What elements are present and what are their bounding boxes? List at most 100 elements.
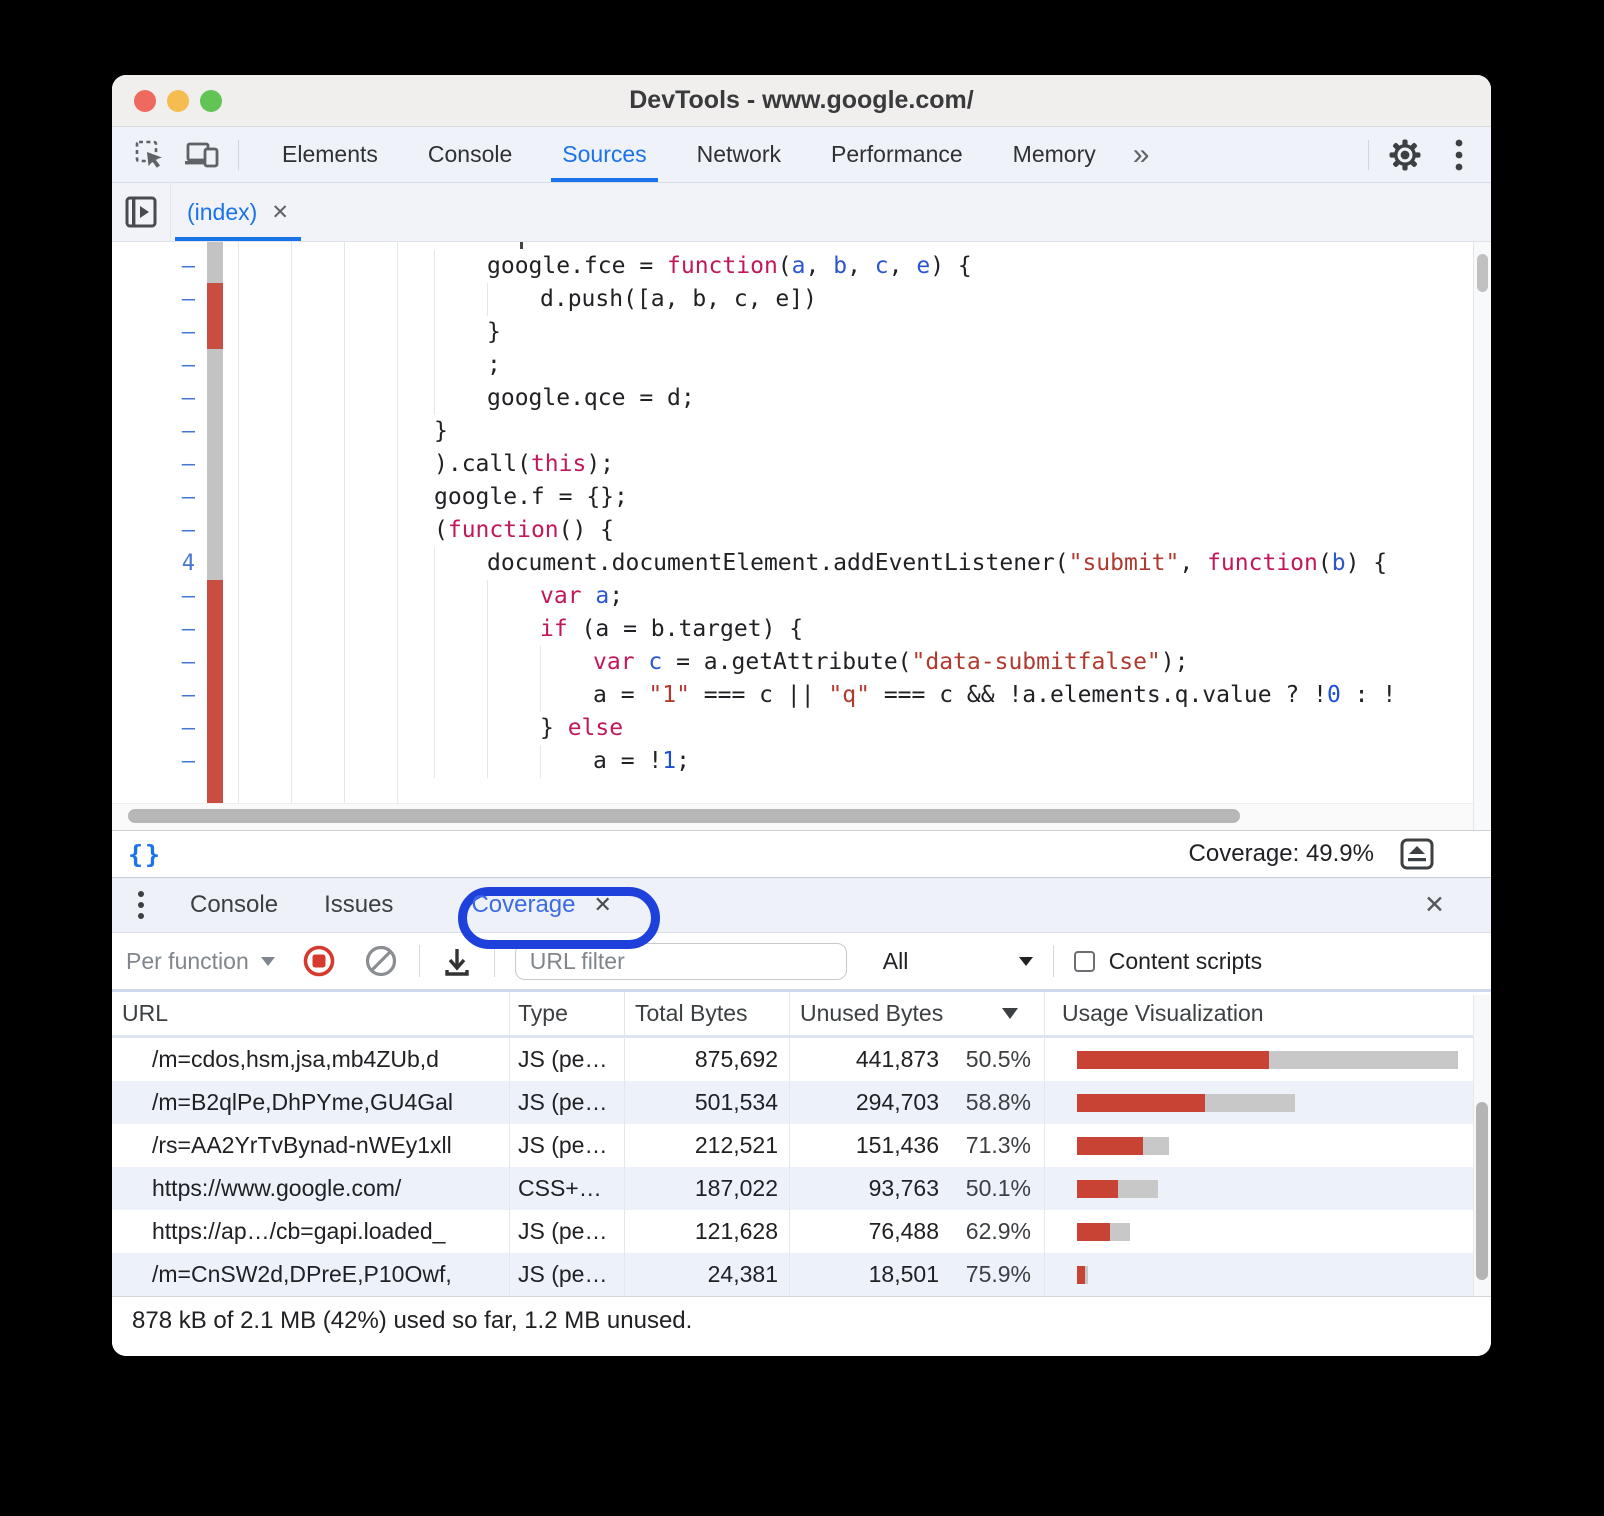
more-tabs-icon[interactable]: » [1132, 137, 1150, 171]
indent-guide [434, 382, 435, 415]
coverage-mode-dropdown[interactable]: Per function [126, 948, 275, 975]
code-token: ); [586, 451, 615, 477]
indent-guide [434, 547, 435, 580]
export-download-icon[interactable] [440, 944, 474, 978]
code-line[interactable]: – a = !1; [112, 745, 1491, 778]
indent-guide [487, 745, 488, 778]
column-header-unused-bytes[interactable]: Unused Bytes [790, 992, 1045, 1035]
drawer-kebab-menu-icon[interactable] [132, 889, 150, 921]
code-line[interactable]: – google.qce = d; [112, 382, 1491, 415]
horizontal-scrollbar-thumb[interactable] [128, 809, 1240, 823]
code-token [582, 583, 596, 609]
code-line[interactable]: – a = "1" === c || "q" === c && !a.elemen… [112, 679, 1491, 712]
line-number: – [181, 518, 195, 543]
zoom-window-button[interactable] [200, 90, 222, 112]
code-line[interactable]: – if (a = b.target) { [112, 613, 1491, 646]
table-row[interactable]: /rs=AA2YrTvBynad-nWEy1xll JS (pe… 212,521 1… [112, 1124, 1491, 1167]
code-token: google.fce = [487, 253, 668, 279]
table-scrollbar-thumb[interactable] [1476, 1102, 1488, 1280]
code-line[interactable]: – google.fce = function(a, b, c, e) { [112, 250, 1491, 283]
tab-network[interactable]: Network [696, 141, 781, 167]
horizontal-scrollbar[interactable] [112, 803, 1474, 830]
drawer-tab-issues[interactable]: Issues [324, 891, 394, 918]
stop-recording-icon[interactable] [301, 943, 337, 979]
table-row[interactable]: https://ap…/cb=gapi.loaded_ JS (pe… 121,62… [112, 1210, 1491, 1253]
device-toolbar-icon[interactable] [184, 137, 220, 173]
code-token: ) { [930, 253, 972, 279]
settings-gear-icon[interactable] [1387, 137, 1423, 173]
toolbar-divider-right [1368, 139, 1369, 170]
column-header-total-bytes[interactable]: Total Bytes [625, 992, 790, 1035]
tab-performance[interactable]: Performance [831, 141, 963, 167]
url-filter-input[interactable] [514, 942, 847, 980]
code-line[interactable]: –).call(this); [112, 448, 1491, 481]
file-tab-index[interactable]: (index) ✕ [171, 183, 305, 241]
cell-url[interactable]: /m=cdos,hsm,jsa,mb4ZUb,d [112, 1038, 510, 1081]
drawer-tab-coverage[interactable]: Coverage ✕ [471, 891, 612, 919]
cell-url[interactable]: https://ap…/cb=gapi.loaded_ [112, 1210, 510, 1253]
unused-bytes-value: 441,873 [855, 1046, 939, 1072]
code-token: a = [593, 682, 649, 708]
cell-url[interactable]: /m=B2qlPe,DhPYme,GU4Gal [112, 1081, 510, 1124]
cell-url[interactable]: /rs=AA2YrTvBynad-nWEy1xll [112, 1124, 510, 1167]
cell-usage-visualization [1045, 1253, 1491, 1296]
code-line[interactable]: – google.f = {}; [112, 481, 1491, 514]
code-line[interactable]: –; [112, 349, 1491, 382]
content-scripts-checkbox[interactable] [1073, 950, 1095, 972]
type-filter-dropdown[interactable]: All [883, 948, 1033, 975]
code-line[interactable]: –} else [112, 712, 1491, 745]
toggle-navigator-icon[interactable] [112, 183, 171, 241]
editor-status-bar: {} Coverage: 49.9% [112, 830, 1491, 877]
code-token: = a.getAttribute( [662, 649, 912, 675]
tab-memory[interactable]: Memory [1012, 141, 1096, 167]
close-window-button[interactable] [134, 90, 156, 112]
vertical-scrollbar[interactable] [1473, 242, 1491, 830]
inspect-element-icon[interactable] [132, 137, 168, 173]
table-row[interactable]: /m=CnSW2d,DPreE,P10Owf, JS (pe… 24,381 18,5… [112, 1253, 1491, 1296]
table-row[interactable]: /m=cdos,hsm,jsa,mb4ZUb,d JS (pe… 875,692 44… [112, 1038, 1491, 1081]
coverage-tab-close-icon[interactable]: ✕ [593, 892, 612, 917]
code-editor[interactable]: – google.fce = function(a, b, c, e) {– d.p… [112, 242, 1491, 830]
minimize-window-button[interactable] [167, 90, 189, 112]
code-token: "1" [648, 682, 690, 708]
cell-url[interactable]: https://www.google.com/ [112, 1167, 510, 1210]
clear-coverage-icon[interactable] [363, 943, 399, 979]
code-line[interactable]: – d.push([a, b, c, e]) [112, 283, 1491, 316]
code-line[interactable]: – var c = a.getAttribute("data-submitfals… [112, 646, 1491, 679]
unused-bytes-value: 18,501 [868, 1261, 939, 1287]
code-line[interactable]: –} [112, 415, 1491, 448]
code-token: "submit" [1068, 550, 1180, 576]
indent-guide [487, 283, 488, 316]
usage-bar-unused [1077, 1050, 1270, 1069]
coverage-percentage-label: Coverage: 49.9% [1188, 840, 1374, 867]
unused-percent-value: 62.9% [965, 1218, 1031, 1244]
table-scrollbar[interactable] [1473, 995, 1491, 1296]
code-token [635, 649, 649, 675]
table-row[interactable]: /m=B2qlPe,DhPYme,GU4Gal JS (pe… 501,534 294… [112, 1081, 1491, 1124]
drawer-tab-console[interactable]: Console [190, 891, 279, 918]
code-line[interactable]: – var a; [112, 580, 1491, 613]
column-header-url[interactable]: URL [112, 992, 510, 1035]
indent-guide [487, 646, 488, 679]
tab-sources[interactable]: Sources [537, 127, 671, 182]
code-line[interactable]: –} [112, 316, 1491, 349]
pretty-print-icon[interactable]: {} [128, 839, 163, 869]
coverage-table-body: /m=cdos,hsm,jsa,mb4ZUb,d JS (pe… 875,692 44… [112, 1038, 1491, 1296]
file-tab-close-icon[interactable]: ✕ [271, 200, 289, 224]
cell-unused-bytes: 76,488 62.9% [790, 1210, 1045, 1253]
column-header-type[interactable]: Type [510, 992, 625, 1035]
kebab-menu-icon[interactable] [1441, 137, 1477, 173]
cell-url[interactable]: /m=CnSW2d,DPreE,P10Owf, [112, 1253, 510, 1296]
line-number: – [181, 353, 195, 378]
tab-console[interactable]: Console [427, 141, 513, 167]
drawer-close-icon[interactable]: ✕ [1424, 891, 1445, 919]
tab-elements[interactable]: Elements [282, 141, 378, 167]
vertical-scrollbar-thumb[interactable] [1477, 254, 1488, 292]
code-line[interactable]: 4 document.documentElement.addEventListen… [112, 547, 1491, 580]
code-token: , [888, 253, 917, 279]
show-drawer-icon[interactable] [1400, 838, 1434, 870]
code-line[interactable]: – (function() { [112, 514, 1491, 547]
cell-unused-bytes: 294,703 58.8% [790, 1081, 1045, 1124]
unused-bytes-value: 76,488 [868, 1218, 939, 1244]
table-row[interactable]: https://www.google.com/CSS+… 187,022 93,76… [112, 1167, 1491, 1210]
